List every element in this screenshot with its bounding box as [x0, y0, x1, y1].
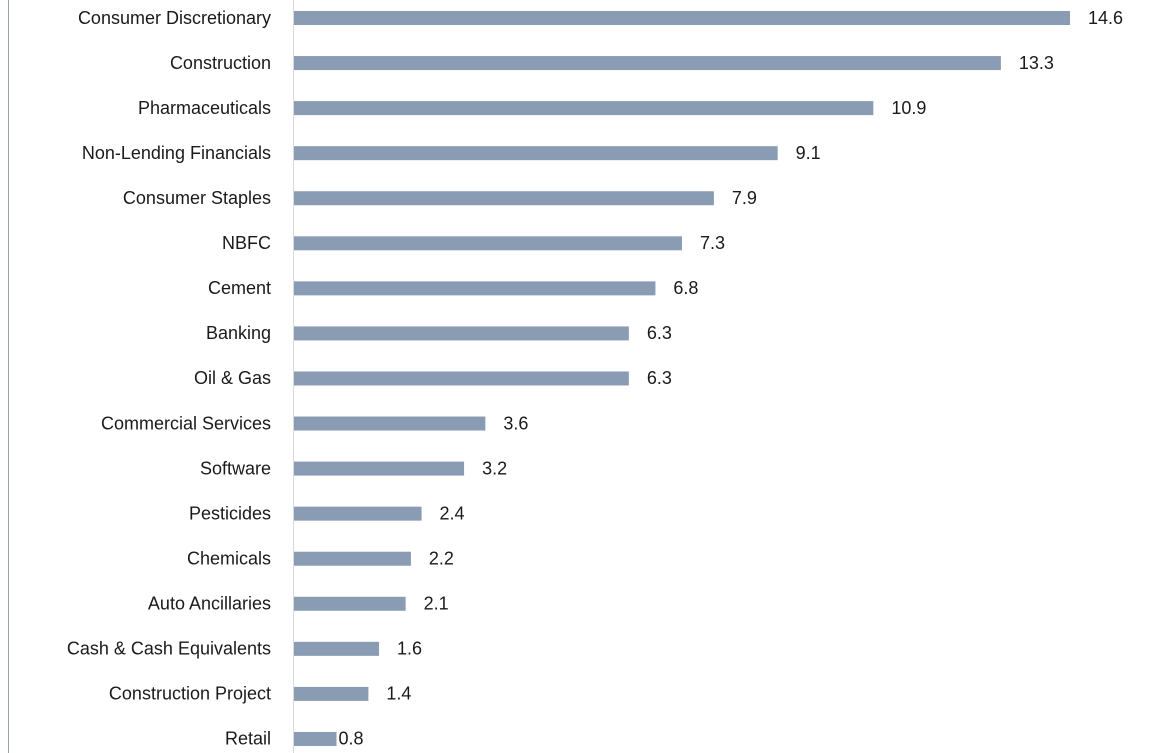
value-label: 6.8 — [673, 278, 698, 298]
category-label: Construction Project — [109, 684, 271, 704]
value-label: 1.4 — [386, 684, 411, 704]
category-label: Oil & Gas — [194, 368, 271, 388]
bar — [294, 11, 1070, 25]
value-label: 6.3 — [647, 323, 672, 343]
value-label: 2.4 — [440, 503, 465, 523]
bar — [294, 146, 778, 161]
bar — [294, 461, 465, 476]
bar — [294, 551, 411, 566]
value-label: 1.6 — [397, 639, 422, 659]
bar — [294, 236, 682, 251]
bar — [294, 56, 1001, 71]
category-label: Retail — [225, 729, 271, 749]
bar — [294, 596, 406, 611]
value-label: 3.6 — [503, 413, 528, 433]
category-label: Consumer Discretionary — [78, 8, 271, 28]
value-label: 2.1 — [424, 594, 449, 614]
value-label: 7.3 — [700, 233, 725, 253]
bar — [294, 326, 629, 341]
bar — [294, 416, 486, 431]
bar — [294, 191, 714, 206]
value-label: 7.9 — [732, 188, 757, 208]
bar — [294, 641, 380, 656]
value-label: 2.2 — [429, 548, 454, 568]
category-label: Cash & Cash Equivalents — [67, 639, 271, 659]
category-label: Construction — [170, 53, 271, 73]
bar — [294, 101, 874, 116]
category-label: Non-Lending Financials — [82, 143, 271, 163]
value-label: 13.3 — [1019, 53, 1054, 73]
value-label: 0.8 — [339, 729, 364, 749]
bar — [294, 281, 656, 296]
category-label: Software — [200, 458, 271, 478]
category-label: Commercial Services — [101, 413, 271, 433]
value-label: 14.6 — [1088, 8, 1123, 28]
category-label: Chemicals — [187, 548, 271, 568]
category-label: Consumer Staples — [123, 188, 271, 208]
bar — [294, 506, 422, 521]
value-label: 3.2 — [482, 458, 507, 478]
category-label: Cement — [208, 278, 271, 298]
category-label: NBFC — [222, 233, 271, 253]
bar — [294, 686, 369, 701]
category-label: Pharmaceuticals — [138, 98, 271, 118]
category-label: Auto Ancillaries — [148, 594, 271, 614]
bar — [294, 731, 337, 746]
category-label: Pesticides — [189, 503, 271, 523]
category-label: Banking — [206, 323, 271, 343]
value-label: 10.9 — [891, 98, 926, 118]
value-label: 6.3 — [647, 368, 672, 388]
value-label: 9.1 — [796, 143, 821, 163]
bar — [294, 371, 629, 386]
